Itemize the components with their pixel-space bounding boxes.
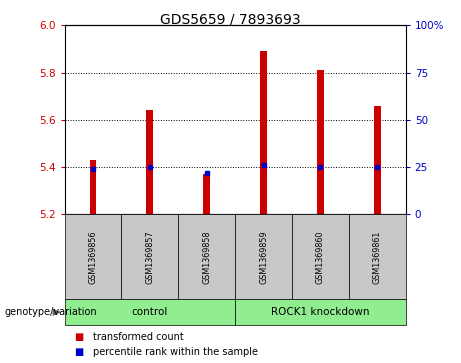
Bar xyxy=(89,160,96,214)
Text: GSM1369861: GSM1369861 xyxy=(373,230,382,284)
Text: GSM1369856: GSM1369856 xyxy=(89,230,97,284)
Text: GSM1369858: GSM1369858 xyxy=(202,230,211,284)
Text: GSM1369859: GSM1369859 xyxy=(259,230,268,284)
Bar xyxy=(203,174,210,214)
Text: genotype/variation: genotype/variation xyxy=(5,307,97,317)
Text: GSM1369860: GSM1369860 xyxy=(316,230,325,284)
Bar xyxy=(317,70,324,214)
Bar xyxy=(260,52,267,214)
Bar xyxy=(374,106,381,214)
Text: percentile rank within the sample: percentile rank within the sample xyxy=(93,347,258,357)
Text: transformed count: transformed count xyxy=(93,332,184,342)
Text: ■: ■ xyxy=(74,347,83,357)
Bar xyxy=(147,110,153,214)
Text: GSM1369857: GSM1369857 xyxy=(145,230,154,284)
Text: ROCK1 knockdown: ROCK1 knockdown xyxy=(271,307,370,317)
Text: ■: ■ xyxy=(74,332,83,342)
Text: control: control xyxy=(132,307,168,317)
Text: GDS5659 / 7893693: GDS5659 / 7893693 xyxy=(160,13,301,27)
